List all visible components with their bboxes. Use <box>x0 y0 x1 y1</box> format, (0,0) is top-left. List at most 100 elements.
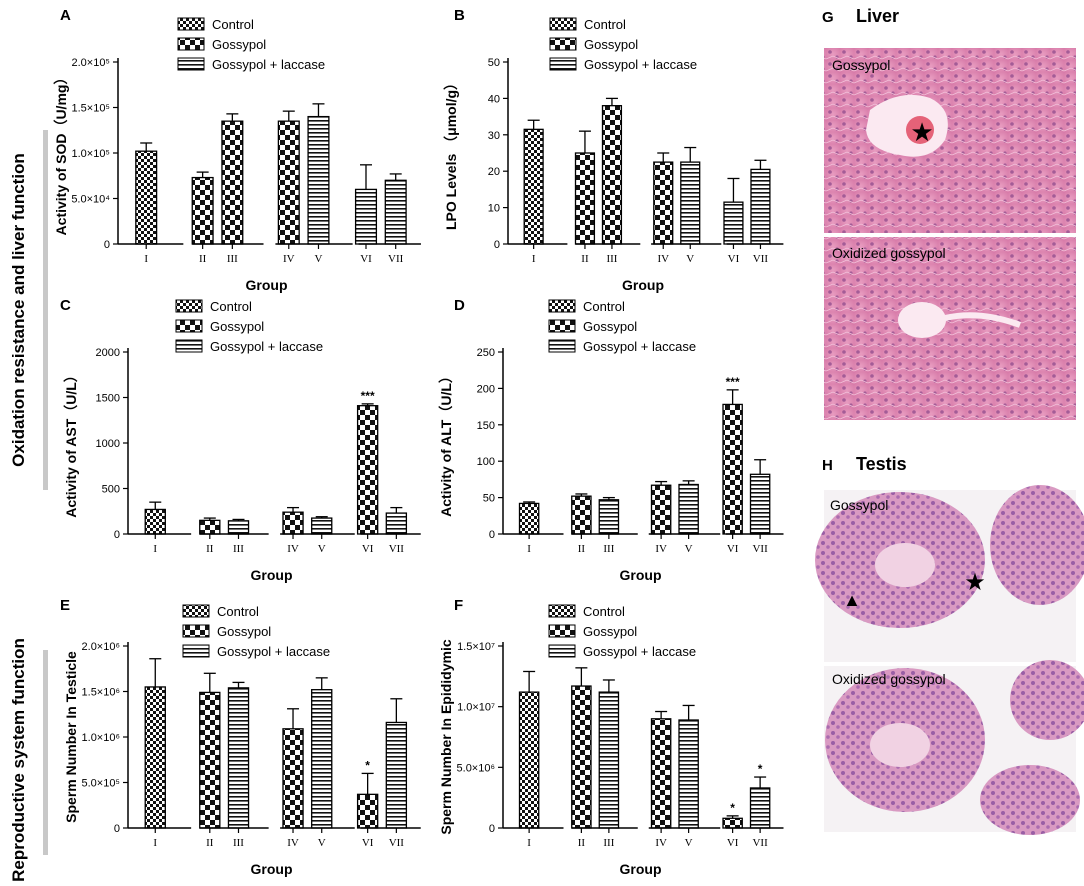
y-tick-label: 150 <box>477 420 495 432</box>
y-axis-title: LPO Levels （μmol/g） <box>443 76 459 230</box>
legend-label-2: Gossypol <box>217 624 271 639</box>
x-tick-label-I: I <box>527 837 531 849</box>
bar-VI <box>356 793 379 829</box>
x-tick-label-I: I <box>527 543 531 555</box>
bar-V <box>311 517 333 535</box>
y-tick-label: 1.0×10⁶ <box>82 732 120 744</box>
legend-swatch-1 <box>177 17 205 31</box>
legend-label-1: Control <box>212 17 254 32</box>
bar-III <box>227 687 250 829</box>
bar-IV <box>650 484 672 535</box>
y-tick-label: 0 <box>489 823 495 835</box>
legend-swatch-2 <box>182 624 210 638</box>
y-tick-label: 0 <box>114 529 120 541</box>
y-tick-label: 2.0×10⁶ <box>82 641 120 653</box>
liver-title: Liver <box>856 6 899 26</box>
legend-label-2: Gossypol <box>212 37 266 52</box>
y-tick-label: 2.0×10⁵ <box>71 57 110 69</box>
legend-swatch-3 <box>182 644 210 658</box>
panel-letter-e: E <box>60 597 70 614</box>
bar-V <box>678 719 699 829</box>
legend-swatch-3 <box>549 57 577 71</box>
y-tick-label: 0 <box>489 529 495 541</box>
side-label-group-reproductive: Reproductive system function <box>9 638 48 882</box>
x-tick-label-II: II <box>206 837 214 849</box>
y-tick-label: 500 <box>102 484 120 496</box>
legend-label-3: Gossypol + laccase <box>583 339 696 354</box>
x-axis-title: Group <box>620 861 662 877</box>
x-tick-label-V: V <box>318 543 326 555</box>
panel-letter-f: F <box>454 597 463 614</box>
bar-VII <box>749 473 771 535</box>
y-axis-title: Sperm Number In Epididymic <box>438 639 454 834</box>
x-tick-label-VII: VII <box>388 253 404 265</box>
side-bar-reproductive <box>43 650 48 855</box>
legend-label-3: Gossypol + laccase <box>583 644 696 659</box>
legend-swatch-1 <box>549 17 577 31</box>
x-tick-label-I: I <box>153 543 157 555</box>
y-tick-label: 1.0×10⁵ <box>71 148 110 160</box>
legend-label-2: Gossypol <box>583 319 637 334</box>
bar-VI <box>356 405 379 535</box>
y-tick-label: 1.5×10⁵ <box>71 103 110 115</box>
y-tick-label: 30 <box>488 130 500 142</box>
chart-panel-b: B Control Gossypol Gossypol + laccase 0 10 20 3… <box>443 7 784 293</box>
y-tick-label: 50 <box>483 493 495 505</box>
bar-VI <box>722 403 743 535</box>
x-tick-label-VII: VII <box>389 543 405 555</box>
bar-III <box>221 120 244 245</box>
y-tick-label: 5.0×10⁶ <box>457 762 495 774</box>
x-tick-label-III: III <box>603 543 614 555</box>
legend-label-3: Gossypol + laccase <box>210 339 323 354</box>
y-tick-label: 1500 <box>96 393 120 405</box>
x-tick-label-V: V <box>685 543 693 555</box>
x-tick-label-VI: VI <box>360 253 372 265</box>
x-tick-label-VI: VI <box>727 837 739 849</box>
bar-II <box>571 495 592 535</box>
x-tick-label-I: I <box>532 253 536 265</box>
chart-panel-d: D Control Gossypol Gossypol + laccase 0 50 100… <box>438 297 784 583</box>
y-tick-label: 10 <box>488 203 500 215</box>
bar-I <box>144 686 166 829</box>
x-tick-label-V: V <box>318 837 326 849</box>
bar-II <box>199 691 221 829</box>
y-tick-label: 5.0×10⁵ <box>81 778 120 790</box>
bar-V <box>680 161 701 245</box>
legend-swatch-3 <box>175 339 203 353</box>
liver-divider <box>824 233 1076 237</box>
testis-triangle-marker: ▲ <box>843 590 861 610</box>
x-tick-label-III: III <box>227 253 238 265</box>
bar-II <box>574 152 596 245</box>
bar-I <box>518 691 540 829</box>
x-tick-label-V: V <box>314 253 322 265</box>
significance-marker-VI: *** <box>361 389 375 403</box>
liver-bottom-label: Oxidized gossypol <box>832 245 946 261</box>
x-tick-label-VI: VI <box>728 253 740 265</box>
x-tick-label-II: II <box>578 543 586 555</box>
bar-VI <box>354 188 378 245</box>
bar-VI <box>723 201 744 245</box>
side-bar-oxidation <box>43 130 48 490</box>
testis-title: Testis <box>856 454 907 474</box>
x-tick-label-II: II <box>578 837 586 849</box>
x-tick-label-VII: VII <box>389 837 405 849</box>
liver-top-image <box>824 48 1076 233</box>
y-tick-label: 200 <box>477 383 495 395</box>
x-axis-title: Group <box>251 567 293 583</box>
testis-divider <box>824 662 1076 666</box>
y-tick-label: 5.0×10⁴ <box>71 194 110 206</box>
micrograph-testis: H Testis ★ ▲ Gossypol Oxidized gossypol <box>815 454 1084 835</box>
legend-swatch-1 <box>182 604 210 618</box>
side-label-reproductive: Reproductive system function <box>9 638 28 882</box>
x-tick-label-V: V <box>686 253 694 265</box>
liver-star-marker: ★ <box>910 117 933 147</box>
chart-panel-e: E Control Gossypol Gossypol + laccase 0 5.0×1… <box>60 597 421 877</box>
legend-swatch-2 <box>549 37 577 51</box>
x-axis-title: Group <box>622 277 664 293</box>
y-tick-label: 0 <box>114 823 120 835</box>
legend-label-1: Control <box>583 299 625 314</box>
bar-V <box>678 483 699 535</box>
panel-letter-b: B <box>454 7 465 24</box>
bar-VII <box>385 721 408 829</box>
